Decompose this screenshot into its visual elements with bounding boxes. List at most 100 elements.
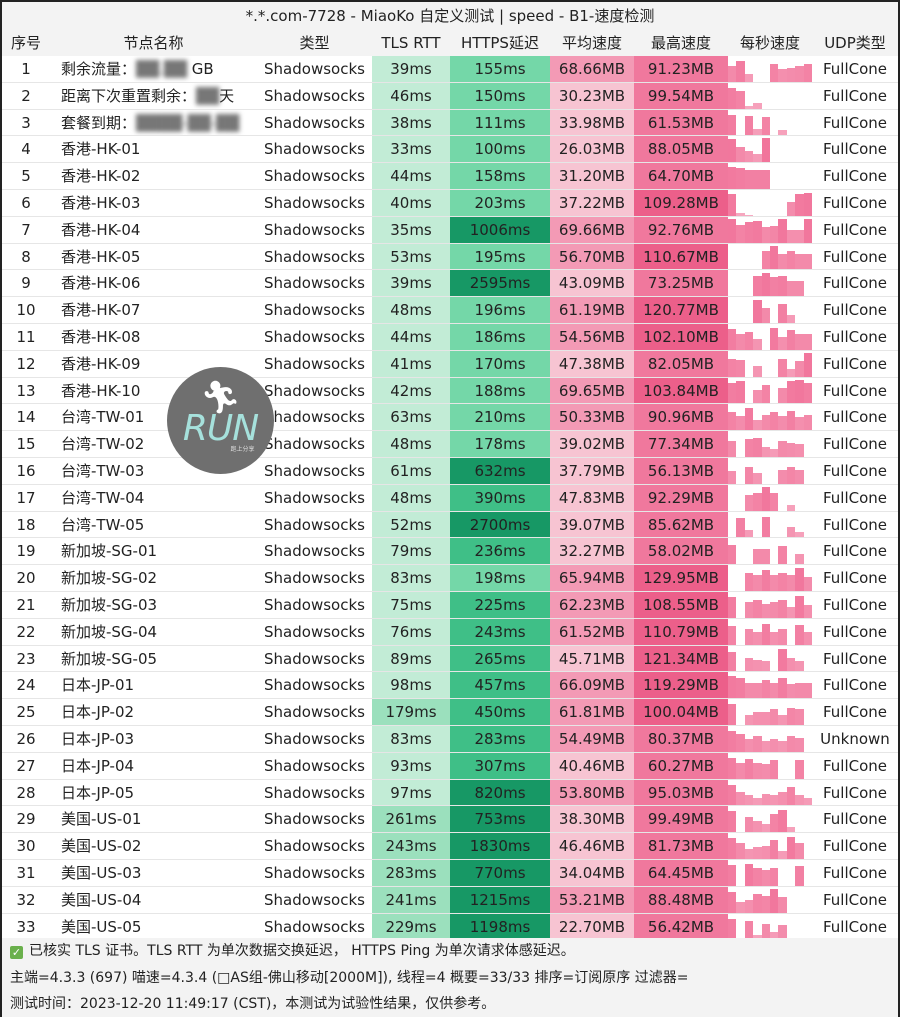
speed-bar <box>753 631 762 645</box>
speed-bar <box>803 382 812 404</box>
protocol-type: Shadowsocks <box>264 461 365 480</box>
https-latency: 307ms <box>450 752 550 779</box>
tls-rtt: 63ms <box>372 404 450 431</box>
row-index: 28 <box>16 783 36 802</box>
node-name-label: 美国-US-03 <box>61 863 142 882</box>
speed-bar <box>795 380 804 404</box>
speed-bar <box>770 867 779 886</box>
speed-sparkline <box>728 914 812 940</box>
node-name-label: 日本-JP-03 <box>61 729 135 748</box>
node-name-label: 香港-HK-05 <box>61 247 141 266</box>
speed-bar <box>786 251 796 270</box>
protocol-type: Shadowsocks <box>264 354 365 373</box>
node-name: 新加坡-SG-04 <box>50 619 257 645</box>
speed-bar <box>753 797 762 806</box>
per-second-speed-chart <box>728 431 812 457</box>
avg-speed: 31.20MB <box>550 163 634 189</box>
speed-bar <box>761 251 771 270</box>
protocol-type: Shadowsocks <box>264 140 365 159</box>
speed-bar <box>753 220 762 243</box>
speed-bar <box>744 816 754 833</box>
node-name: 日本-JP-02 <box>50 699 257 725</box>
node-name: 香港-HK-01 <box>50 136 257 162</box>
speed-bar <box>786 607 796 618</box>
table-body: 1 剩余流量：██.██ GB Shadowsocks 39ms 155ms 68.66M… <box>2 56 898 941</box>
row-index: 16 <box>16 461 36 480</box>
speed-bar <box>744 602 754 618</box>
speed-bar <box>744 466 754 484</box>
speed-bar <box>736 213 745 216</box>
speed-sparkline <box>728 431 812 457</box>
avg-speed: 34.04MB <box>550 859 634 886</box>
speed-bar <box>761 764 771 779</box>
speed-bar <box>770 449 779 457</box>
avg-speed: 53.21MB <box>550 886 634 913</box>
node-name: 香港-HK-09 <box>50 351 257 377</box>
row-index: 23 <box>16 649 36 668</box>
tls-rtt: 243ms <box>372 833 450 859</box>
avg-speed: 65.94MB <box>550 565 634 591</box>
avg-speed: 68.66MB <box>550 56 634 82</box>
https-latency: 186ms <box>450 323 550 350</box>
speed-bar <box>728 757 737 779</box>
per-second-speed-chart <box>728 83 812 109</box>
node-name-label: 香港-HK-07 <box>61 301 141 320</box>
speed-bar <box>744 572 754 591</box>
https-latency: 100ms <box>450 136 550 163</box>
speed-bar <box>795 866 804 886</box>
avg-speed: 47.83MB <box>550 484 634 511</box>
per-second-speed-chart <box>728 136 812 163</box>
speed-bar <box>761 548 771 565</box>
node-name: 美国-US-04 <box>50 887 257 913</box>
https-latency: 195ms <box>450 243 550 270</box>
redacted-value: ██ <box>196 86 220 105</box>
max-speed: 91.23MB <box>634 56 728 82</box>
protocol-type: Shadowsocks <box>264 167 365 186</box>
speed-bar <box>770 814 779 833</box>
table-row: 12 香港-HK-09 Shadowsocks 41ms 170ms 47.38MB 82.… <box>2 350 898 378</box>
avg-speed: 39.07MB <box>550 511 634 538</box>
row-index: 7 <box>21 220 31 239</box>
node-name-label: 新加坡-SG-03 <box>61 595 158 614</box>
node-name-label: 香港-HK-01 <box>61 140 141 159</box>
node-name-label: 新加坡-SG-01 <box>61 542 158 561</box>
tls-rtt: 283ms <box>372 859 450 886</box>
speed-bar <box>786 658 796 672</box>
protocol-type: Shadowsocks <box>264 569 365 588</box>
speed-bar <box>786 736 796 752</box>
node-name-label: 新加坡-SG-02 <box>61 569 158 588</box>
node-name-label: 香港-HK-08 <box>61 327 141 346</box>
footer-line-1: 已核实 TLS 证书。TLS RTT 为单次数据交换延迟， HTTPS Ping… <box>29 943 575 959</box>
speed-bar <box>753 103 762 109</box>
speed-bar <box>761 487 771 511</box>
speed-bar <box>786 787 796 806</box>
avg-speed: 40.46MB <box>550 752 634 779</box>
table-row: 17 台湾-TW-04 Shadowsocks 48ms 390ms 47.83MB 92.… <box>2 484 898 512</box>
max-speed: 110.67MB <box>634 243 728 270</box>
speed-sparkline <box>728 163 812 189</box>
avg-speed: 37.22MB <box>550 189 634 216</box>
speed-bar <box>803 576 812 591</box>
speed-bar <box>744 438 754 457</box>
max-speed: 92.76MB <box>634 216 728 243</box>
speed-sparkline <box>728 565 812 591</box>
speed-bar <box>744 214 754 216</box>
per-second-speed-chart <box>728 190 812 216</box>
https-latency: 1198ms <box>450 913 550 940</box>
per-second-speed-chart <box>728 806 812 833</box>
avg-speed: 56.70MB <box>550 243 634 270</box>
https-latency: 1830ms <box>450 833 550 859</box>
speed-sparkline <box>728 270 812 297</box>
tls-rtt: 179ms <box>372 699 450 725</box>
speed-bar <box>753 820 762 833</box>
table-row: 21 新加坡-SG-03 Shadowsocks 75ms 225ms 62.23MB 10… <box>2 591 898 619</box>
speed-bar <box>795 682 804 699</box>
max-speed: 82.05MB <box>634 350 728 377</box>
speed-bar <box>770 492 779 511</box>
speed-bar <box>736 677 745 699</box>
speed-sparkline <box>728 190 812 216</box>
node-name: 美国-US-05 <box>50 914 257 940</box>
https-latency: 770ms <box>450 859 550 886</box>
speed-bar <box>728 329 737 350</box>
max-speed: 90.96MB <box>634 404 728 431</box>
